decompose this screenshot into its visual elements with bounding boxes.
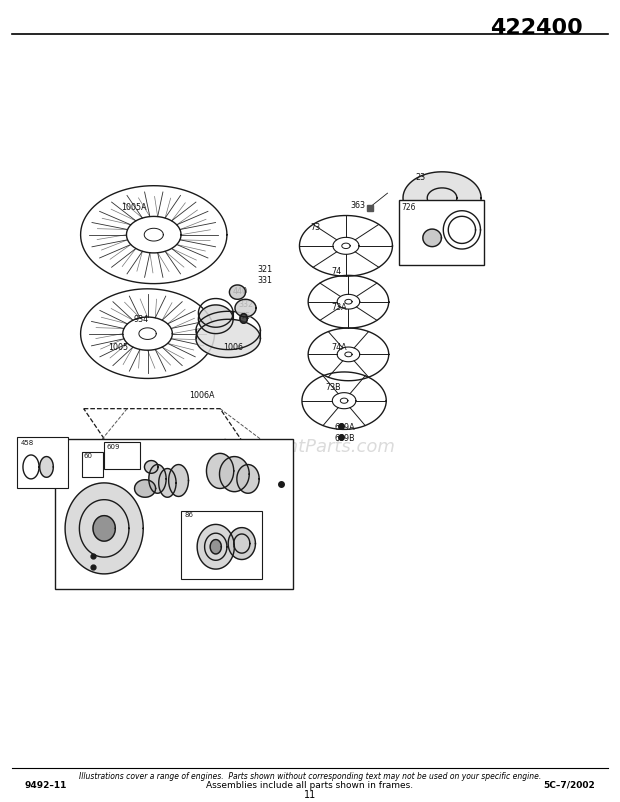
Text: Illustrations cover a range of engines.  Parts shown without corresponding text : Illustrations cover a range of engines. …	[79, 772, 541, 781]
Text: 69: 69	[233, 520, 243, 529]
Text: 86: 86	[186, 514, 196, 524]
Text: 458: 458	[32, 452, 47, 461]
Polygon shape	[219, 456, 249, 492]
Text: 325: 325	[231, 457, 247, 466]
Polygon shape	[235, 299, 256, 317]
FancyBboxPatch shape	[399, 200, 484, 265]
Text: 73: 73	[310, 223, 320, 232]
Text: 5C–7/2002: 5C–7/2002	[544, 780, 595, 790]
Text: 55: 55	[62, 510, 73, 520]
Text: 422400: 422400	[490, 18, 583, 38]
Polygon shape	[65, 483, 143, 574]
Text: 1006: 1006	[223, 342, 243, 352]
Text: 71: 71	[203, 528, 213, 537]
Text: 63: 63	[163, 468, 173, 477]
Text: 11: 11	[304, 790, 316, 800]
Text: 1005: 1005	[108, 342, 128, 352]
Text: 75: 75	[277, 479, 288, 488]
Text: 60: 60	[95, 459, 105, 468]
Polygon shape	[40, 456, 53, 477]
Text: 75: 75	[241, 312, 251, 321]
Text: 73A: 73A	[332, 303, 347, 312]
Text: 64: 64	[169, 460, 179, 469]
Text: 331: 331	[257, 277, 272, 286]
Text: 23: 23	[415, 172, 425, 182]
Text: 74: 74	[332, 267, 342, 276]
Polygon shape	[403, 172, 481, 224]
Polygon shape	[159, 468, 176, 497]
Text: 363: 363	[350, 201, 365, 210]
Text: 3140: 3140	[96, 566, 116, 575]
Polygon shape	[229, 285, 246, 299]
Text: 321: 321	[257, 265, 272, 274]
Text: 1005A: 1005A	[121, 203, 146, 212]
Text: 60: 60	[84, 453, 93, 460]
Polygon shape	[149, 464, 166, 493]
Polygon shape	[240, 314, 247, 323]
Polygon shape	[210, 540, 221, 554]
Text: 73B: 73B	[326, 383, 341, 391]
Text: 332: 332	[239, 301, 254, 310]
Text: 1006A: 1006A	[189, 391, 215, 399]
FancyBboxPatch shape	[55, 439, 293, 589]
Text: 67: 67	[228, 508, 238, 517]
Text: 70: 70	[216, 528, 226, 537]
Text: 726: 726	[403, 225, 418, 234]
Polygon shape	[197, 525, 234, 569]
FancyBboxPatch shape	[181, 511, 262, 579]
Polygon shape	[169, 464, 188, 496]
Polygon shape	[237, 464, 259, 493]
Text: 934: 934	[133, 314, 148, 324]
Text: 440: 440	[232, 287, 247, 296]
FancyBboxPatch shape	[104, 442, 140, 469]
Polygon shape	[423, 229, 441, 247]
Text: 669B: 669B	[335, 435, 355, 444]
Polygon shape	[144, 460, 158, 473]
Text: 59: 59	[92, 473, 102, 482]
Text: Assemblies include all parts shown in frames.: Assemblies include all parts shown in fr…	[206, 780, 414, 790]
Text: 74A: 74A	[332, 342, 347, 352]
Polygon shape	[206, 453, 234, 488]
Text: 76: 76	[193, 549, 203, 557]
Text: 609: 609	[106, 444, 120, 450]
Text: 9492–11: 9492–11	[25, 780, 67, 790]
Polygon shape	[135, 480, 156, 497]
Text: 678: 678	[138, 480, 153, 490]
Text: 257: 257	[229, 468, 245, 477]
Text: 58: 58	[153, 449, 163, 458]
Text: 609: 609	[115, 449, 130, 458]
Text: 165: 165	[433, 249, 448, 258]
Text: 458: 458	[20, 439, 33, 446]
Polygon shape	[93, 516, 115, 541]
Text: eReplacementParts.com: eReplacementParts.com	[175, 438, 395, 456]
Polygon shape	[196, 319, 260, 358]
Text: 67: 67	[222, 443, 232, 452]
Text: 86: 86	[184, 512, 193, 518]
Polygon shape	[228, 528, 255, 560]
Text: 895: 895	[468, 225, 484, 234]
FancyBboxPatch shape	[17, 437, 68, 488]
FancyBboxPatch shape	[82, 452, 103, 477]
Text: 666: 666	[144, 460, 159, 469]
Text: 68: 68	[228, 554, 238, 563]
Text: 692: 692	[96, 554, 112, 563]
Polygon shape	[198, 305, 233, 334]
Text: 669A: 669A	[335, 423, 355, 431]
Text: 726: 726	[402, 203, 416, 212]
